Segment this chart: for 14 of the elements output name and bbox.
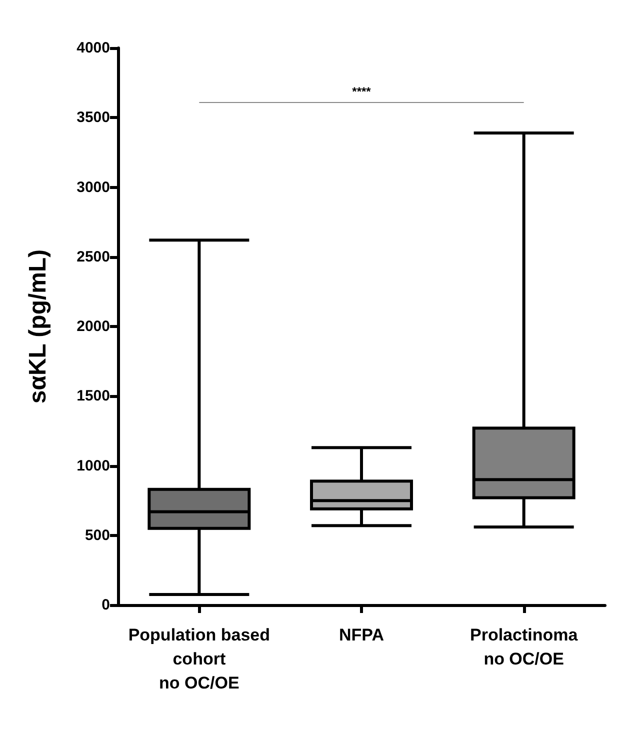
y-tick-label: 2000	[76, 318, 110, 335]
y-tick-label: 1500	[76, 388, 110, 405]
x-tick-label: Prolactinoma no OC/OE	[470, 626, 578, 668]
y-tick-label: 3000	[76, 178, 110, 196]
y-tick-label: 500	[84, 526, 110, 544]
ref-line-label: ****	[352, 84, 372, 98]
y-tick-label: 1000	[76, 457, 110, 474]
y-tick-label: 3500	[76, 109, 110, 126]
y-tick-label: 4000	[76, 40, 110, 56]
y-tick-label: 2500	[76, 248, 110, 266]
x-tick-label: NFPA	[338, 626, 384, 644]
x-tick-label: Population based cohort no OC/OE	[128, 626, 270, 692]
y-tick-label: 0	[102, 596, 110, 614]
y-axis-title: sαKL (pg/mL)	[24, 249, 52, 404]
